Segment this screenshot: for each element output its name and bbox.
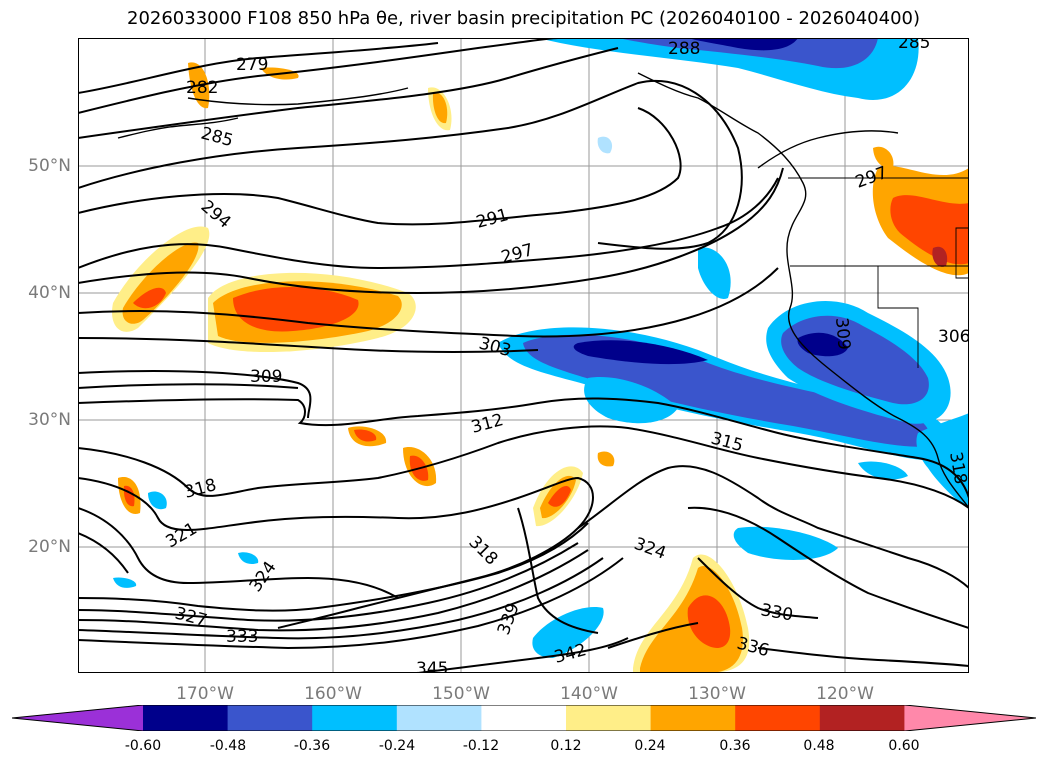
contour-label: 303 — [477, 334, 514, 362]
contour-label: 345 — [416, 659, 448, 673]
negative-anomaly-fill — [113, 38, 969, 658]
lon-label-160w: 160°W — [304, 684, 362, 704]
contour-label: 285 — [898, 38, 930, 53]
lon-label-120w: 120°W — [816, 684, 874, 704]
colorbar-tick-label: -0.12 — [462, 738, 500, 754]
contour-label: 318 — [464, 532, 501, 569]
colorbar — [12, 705, 1036, 731]
colorbar-tick-label: -0.36 — [293, 738, 331, 754]
colorbar-segment — [481, 705, 567, 731]
lat-label-20n: 20°N — [28, 537, 71, 557]
political-borders — [788, 177, 969, 368]
colorbar-tick-label: -0.60 — [124, 738, 162, 754]
contour-label: 318 — [945, 450, 969, 485]
colorbar-segment — [312, 705, 398, 731]
lat-label-30n: 30°N — [28, 410, 71, 430]
lon-label-130w: 130°W — [688, 684, 746, 704]
contour-label: 291 — [474, 205, 511, 233]
contour-label: 333 — [226, 627, 258, 647]
colorbar-segment — [227, 705, 313, 731]
colorbar-extend-high — [904, 705, 1036, 731]
lat-label-50n: 50°N — [28, 156, 71, 176]
colorbar-tick-label: 0.12 — [550, 738, 582, 754]
colorbar-tick-label: 0.36 — [719, 738, 751, 754]
contour-label: 309 — [831, 317, 854, 351]
contour-label: 285 — [199, 124, 236, 152]
coastline — [117, 72, 969, 509]
colorbar-tick-label: 0.60 — [888, 738, 920, 754]
colorbar-segment — [566, 705, 652, 731]
map-title: 2026033000 F108 850 hPa θe, river basin … — [127, 8, 920, 29]
contour-label: 318 — [182, 475, 219, 503]
contour-label: 282 — [186, 78, 218, 98]
contour-label: 339 — [494, 600, 524, 637]
lon-label-170w: 170°W — [176, 684, 234, 704]
colorbar-tick-label: -0.48 — [209, 738, 247, 754]
contour-label: 297 — [499, 240, 536, 268]
contour-label: 279 — [236, 55, 268, 75]
lon-label-140w: 140°W — [560, 684, 618, 704]
colorbar-segment — [819, 705, 905, 731]
contour-label: 312 — [469, 410, 506, 438]
colorbar-extend-low — [12, 705, 143, 731]
contour-label: 330 — [759, 600, 794, 625]
map-canvas: 279 282 285 288 285 291 294 297 297 303 … — [78, 38, 969, 673]
contour-label: 306 — [938, 327, 969, 347]
theta-e-contours — [78, 38, 969, 673]
colorbar-tick-label: 0.24 — [634, 738, 666, 754]
map-panel: 279 282 285 288 285 291 294 297 297 303 … — [78, 38, 969, 673]
contour-label: 288 — [668, 39, 700, 59]
lat-label-40n: 40°N — [28, 283, 71, 303]
colorbar-segment — [396, 705, 482, 731]
colorbar-tick-label: 0.48 — [803, 738, 835, 754]
colorbar-segment — [650, 705, 736, 731]
contour-label: 315 — [709, 429, 746, 457]
lon-label-150w: 150°W — [432, 684, 490, 704]
colorbar-tick-label: -0.24 — [378, 738, 416, 754]
contour-label: 324 — [631, 534, 668, 564]
colorbar-segment — [735, 705, 821, 731]
contour-label: 327 — [173, 604, 210, 632]
contour-label: 309 — [250, 367, 282, 387]
colorbar-segment — [143, 705, 229, 731]
